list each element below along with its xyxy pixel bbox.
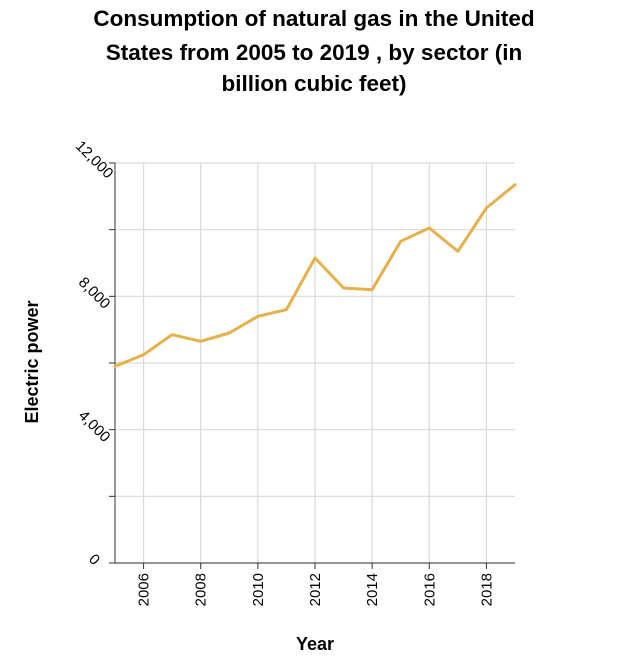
x-tick-label: 2008 [193,573,210,606]
grid [115,162,515,564]
tick-labels: 0 4,000 8,000 12,000 2006 2008 2010 2012 2014 201… [72,138,495,607]
x-tick-label: 2016 [421,573,438,606]
chart-title-line-2: States from 2005 to 2019 , by sector (in [105,40,523,65]
y-tick-label: 0 [85,551,103,569]
x-axis-title: Year [296,634,334,654]
series-layer [113,183,517,368]
y-tick-label: 12,000 [72,138,116,182]
x-tick-label: 2012 [307,573,324,606]
x-tick-label: 2014 [364,573,381,606]
y-tick-label: 8,000 [75,274,114,313]
y-axis-title: Electric power [22,300,42,423]
y-tick-label: 4,000 [75,407,114,446]
chart-title-line-1: Consumption of natural gas in the United [93,6,535,31]
x-tick-label: 2018 [478,573,495,606]
axes [109,162,515,569]
x-tick-label: 2010 [250,573,267,606]
series-line [113,183,517,368]
x-tick-label: 2006 [136,573,153,606]
chart-title-line-3: billion cubic feet) [221,71,407,96]
